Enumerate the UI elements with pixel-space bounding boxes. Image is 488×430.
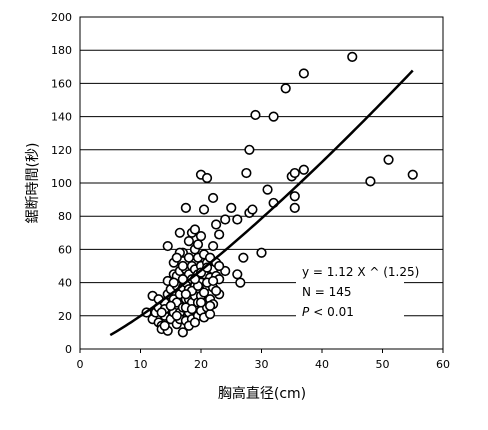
equation-label: y = 1.12 X ^ (1.25) [302,265,419,279]
data-point [347,51,358,62]
data-point [220,214,231,225]
data-point [289,202,300,213]
y-tick-label: 40 [58,277,72,290]
data-point [256,247,267,258]
y-tick-label: 140 [51,111,72,124]
y-tick-labels: 0 20 40 60 80 100 120 140 160 180 200 [51,11,72,356]
data-point [204,300,216,311]
data-point [238,252,249,263]
x-tick-labels: 0 10 20 30 40 50 60 [77,349,450,371]
data-point [183,236,194,247]
data-point [241,167,252,179]
data-point [250,109,261,121]
data-point [214,260,225,272]
data-point [162,240,173,252]
fit-curve [109,69,414,337]
y-tick-label: 180 [51,44,72,57]
data-point [156,307,167,318]
data-point [177,260,188,272]
data-point [189,317,201,328]
data-point [232,214,243,225]
data-point [208,240,219,252]
data-point [298,164,309,175]
data-point [180,202,191,213]
data-point [192,239,204,250]
data-points [141,51,418,338]
data-point [159,320,170,331]
data-point [235,277,246,288]
data-point [407,169,418,180]
data-point [195,297,207,308]
x-tick-label: 0 [77,358,84,371]
x-axis-title: 胸高直径(cm) [218,385,306,402]
x-tick-label: 20 [194,358,208,371]
data-point [211,219,222,230]
data-point [198,204,210,215]
y-tick-label: 200 [51,11,72,24]
data-point [204,309,216,320]
data-point [211,285,222,297]
data-point [214,229,225,240]
data-point [189,224,201,235]
p-symbol: P [302,305,310,319]
y-tick-label: 80 [58,210,72,223]
x-tick-label: 40 [315,358,329,371]
data-point [171,310,182,321]
data-point [232,269,243,280]
x-tick-label: 10 [134,358,148,371]
y-tick-label: 120 [51,144,72,157]
n-label: N = 145 [302,285,352,299]
y-tick-label: 0 [65,343,72,356]
data-point [177,327,188,338]
data-point [201,172,213,184]
data-point [171,252,182,263]
annotation-box [296,261,404,323]
y-tick-label: 160 [51,77,72,90]
y-tick-label: 100 [51,177,72,190]
data-point [262,184,273,195]
y-tick-label: 60 [58,243,72,256]
x-tick-label: 30 [255,358,269,371]
data-point [298,68,309,79]
x-tick-label: 60 [436,358,450,371]
data-point [289,191,300,202]
y-axis-title: 鋸断時間(秒) [25,143,41,224]
data-point [208,192,219,204]
data-point [244,144,255,155]
data-point [383,154,394,165]
data-point [165,300,176,311]
data-point [226,202,237,213]
data-point [289,167,300,179]
data-point [168,277,179,288]
data-point [198,287,210,298]
data-point [174,227,185,238]
data-point [268,111,279,122]
data-point [365,176,376,187]
data-point [180,289,191,300]
data-point [280,83,291,94]
p-value-text: < 0.01 [313,305,354,319]
data-point [195,231,207,242]
data-point [247,204,258,215]
data-point [208,275,219,287]
data-point [186,304,198,315]
p-value-label: P < 0.01 [302,305,354,319]
y-tick-label: 20 [58,310,72,323]
data-point [183,252,194,263]
x-tick-label: 50 [376,358,390,371]
